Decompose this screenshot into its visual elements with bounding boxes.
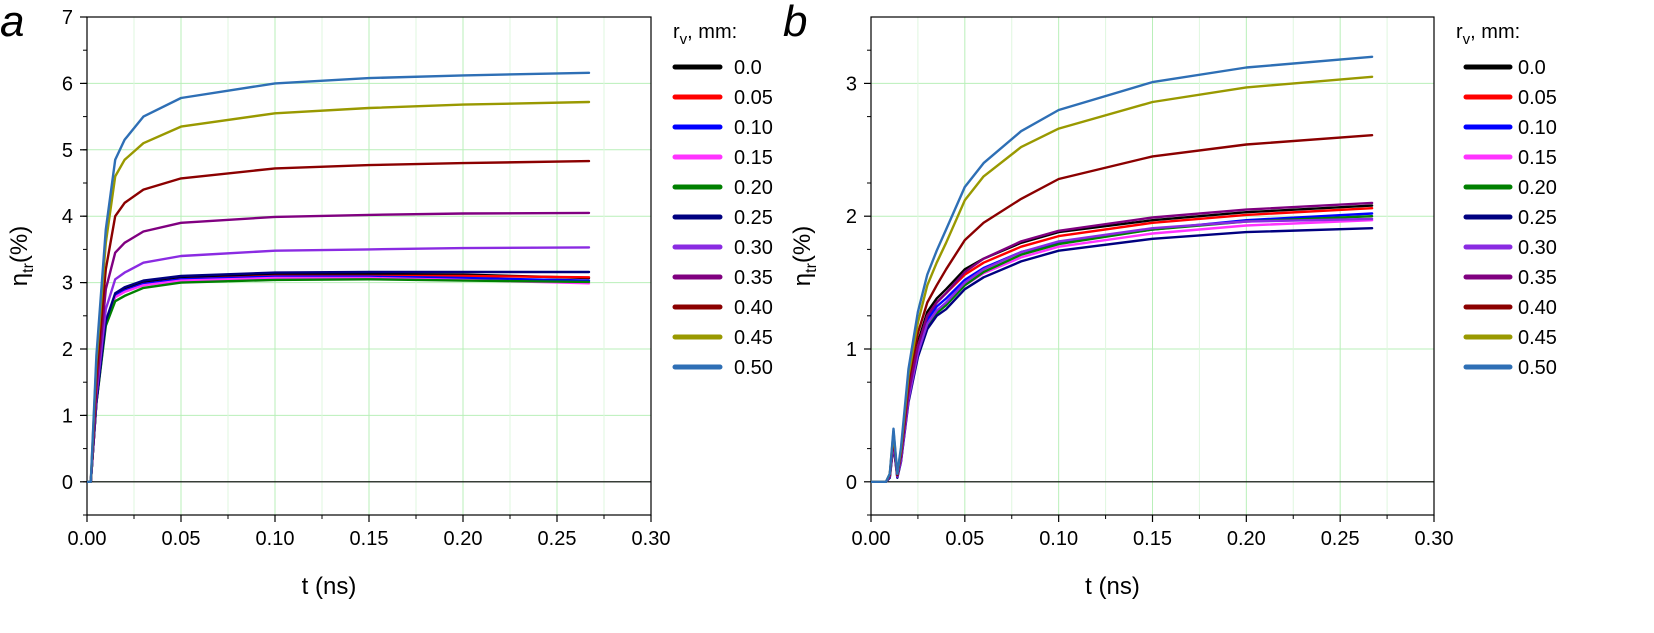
x-tick-label: 0.25: [538, 528, 577, 550]
y-axis-title-main: η: [789, 273, 816, 286]
legend-label-0.10: 0.10: [734, 117, 773, 139]
x-tick-label: 0.00: [68, 528, 107, 550]
chart-panel-a: 0.00 0.05 0.10 0.15 0.20 0.25 0.30 0 1 2 3 4 5 6 7 t (n…: [0, 0, 773, 600]
y-tick-label: 0: [846, 472, 857, 494]
y-tick-label: 1: [846, 339, 857, 361]
legend-label-0.30: 0.30: [734, 237, 773, 259]
legend-label-0.15: 0.15: [1518, 147, 1557, 169]
y-tick-label: 1: [62, 405, 73, 427]
y-axis-title-suffix: (%): [6, 226, 33, 263]
x-tick-label: 0.20: [1227, 528, 1266, 550]
legend-label-0.50: 0.50: [734, 357, 773, 379]
x-tick-label: 0.15: [1133, 528, 1172, 550]
chart-panel-b: 0.00 0.05 0.10 0.15 0.20 0.25 0.30 0 1 2 3 t (ns) ηt…: [783, 0, 1557, 600]
legend-title-sub: v: [1463, 31, 1471, 48]
legend-label-0.50: 0.50: [1518, 357, 1557, 379]
y-axis-title: ηtr(%): [789, 226, 820, 286]
y-axis-title-main: η: [6, 273, 33, 286]
x-tick-label: 0.10: [256, 528, 295, 550]
legend-label-0.45: 0.45: [1518, 327, 1557, 349]
legend-label-0.0: 0.0: [1518, 57, 1546, 79]
legend-label-0.40: 0.40: [1518, 297, 1557, 319]
legend-label-0.05: 0.05: [734, 87, 773, 109]
x-tick-label: 0.05: [162, 528, 201, 550]
y-axis-title-sub: tr: [20, 262, 37, 272]
x-tick-label: 0.10: [1039, 528, 1078, 550]
y-tick-label: 2: [62, 339, 73, 361]
y-tick-label: 4: [62, 206, 73, 228]
legend-label-0.35: 0.35: [1518, 267, 1557, 289]
y-tick-label: 2: [846, 206, 857, 228]
x-axis-title: t (ns): [302, 573, 357, 600]
x-tick-label: 0.15: [350, 528, 389, 550]
y-axis-title-sub: tr: [803, 262, 820, 272]
y-tick-label: 5: [62, 140, 73, 162]
legend-label-0.05: 0.05: [1518, 87, 1557, 109]
legend-label-0.40: 0.40: [734, 297, 773, 319]
legend-label-0.25: 0.25: [734, 207, 773, 229]
x-tick-label: 0.05: [945, 528, 984, 550]
legend-title: rv, mm:: [1456, 21, 1520, 48]
series-line-0.50: [871, 55, 1374, 483]
y-tick-label: 7: [62, 7, 73, 29]
legend-title: rv, mm:: [673, 21, 737, 48]
y-axis-title: ηtr(%): [6, 226, 37, 286]
x-tick-label: 0.00: [852, 528, 891, 550]
y-tick-label: 3: [62, 273, 73, 295]
y-tick-label: 0: [62, 472, 73, 494]
legend-title-suffix: , mm:: [1470, 21, 1520, 43]
legend-label-0.45: 0.45: [734, 327, 773, 349]
panel-label: a: [0, 0, 24, 46]
legend-label-0.15: 0.15: [734, 147, 773, 169]
legend-label-0.20: 0.20: [734, 177, 773, 199]
legend-label-0.0: 0.0: [734, 57, 762, 79]
y-tick-label: 6: [62, 73, 73, 95]
x-tick-label: 0.20: [444, 528, 483, 550]
panel-label: b: [783, 0, 807, 46]
y-axis-title-suffix: (%): [789, 226, 816, 263]
legend-title-sub: v: [680, 31, 688, 48]
series-line-0.50: [87, 71, 591, 483]
legend-label-0.25: 0.25: [1518, 207, 1557, 229]
legend-label-0.30: 0.30: [1518, 237, 1557, 259]
x-axis-title: t (ns): [1085, 573, 1140, 600]
legend-label-0.20: 0.20: [1518, 177, 1557, 199]
x-tick-label: 0.30: [1415, 528, 1454, 550]
legend-title-main: r: [673, 21, 680, 43]
legend-label-0.10: 0.10: [1518, 117, 1557, 139]
legend-label-0.35: 0.35: [734, 267, 773, 289]
x-tick-label: 0.25: [1321, 528, 1360, 550]
legend-title-main: r: [1456, 21, 1463, 43]
x-tick-label: 0.30: [632, 528, 671, 550]
y-tick-label: 3: [846, 73, 857, 95]
legend-title-suffix: , mm:: [687, 21, 737, 43]
